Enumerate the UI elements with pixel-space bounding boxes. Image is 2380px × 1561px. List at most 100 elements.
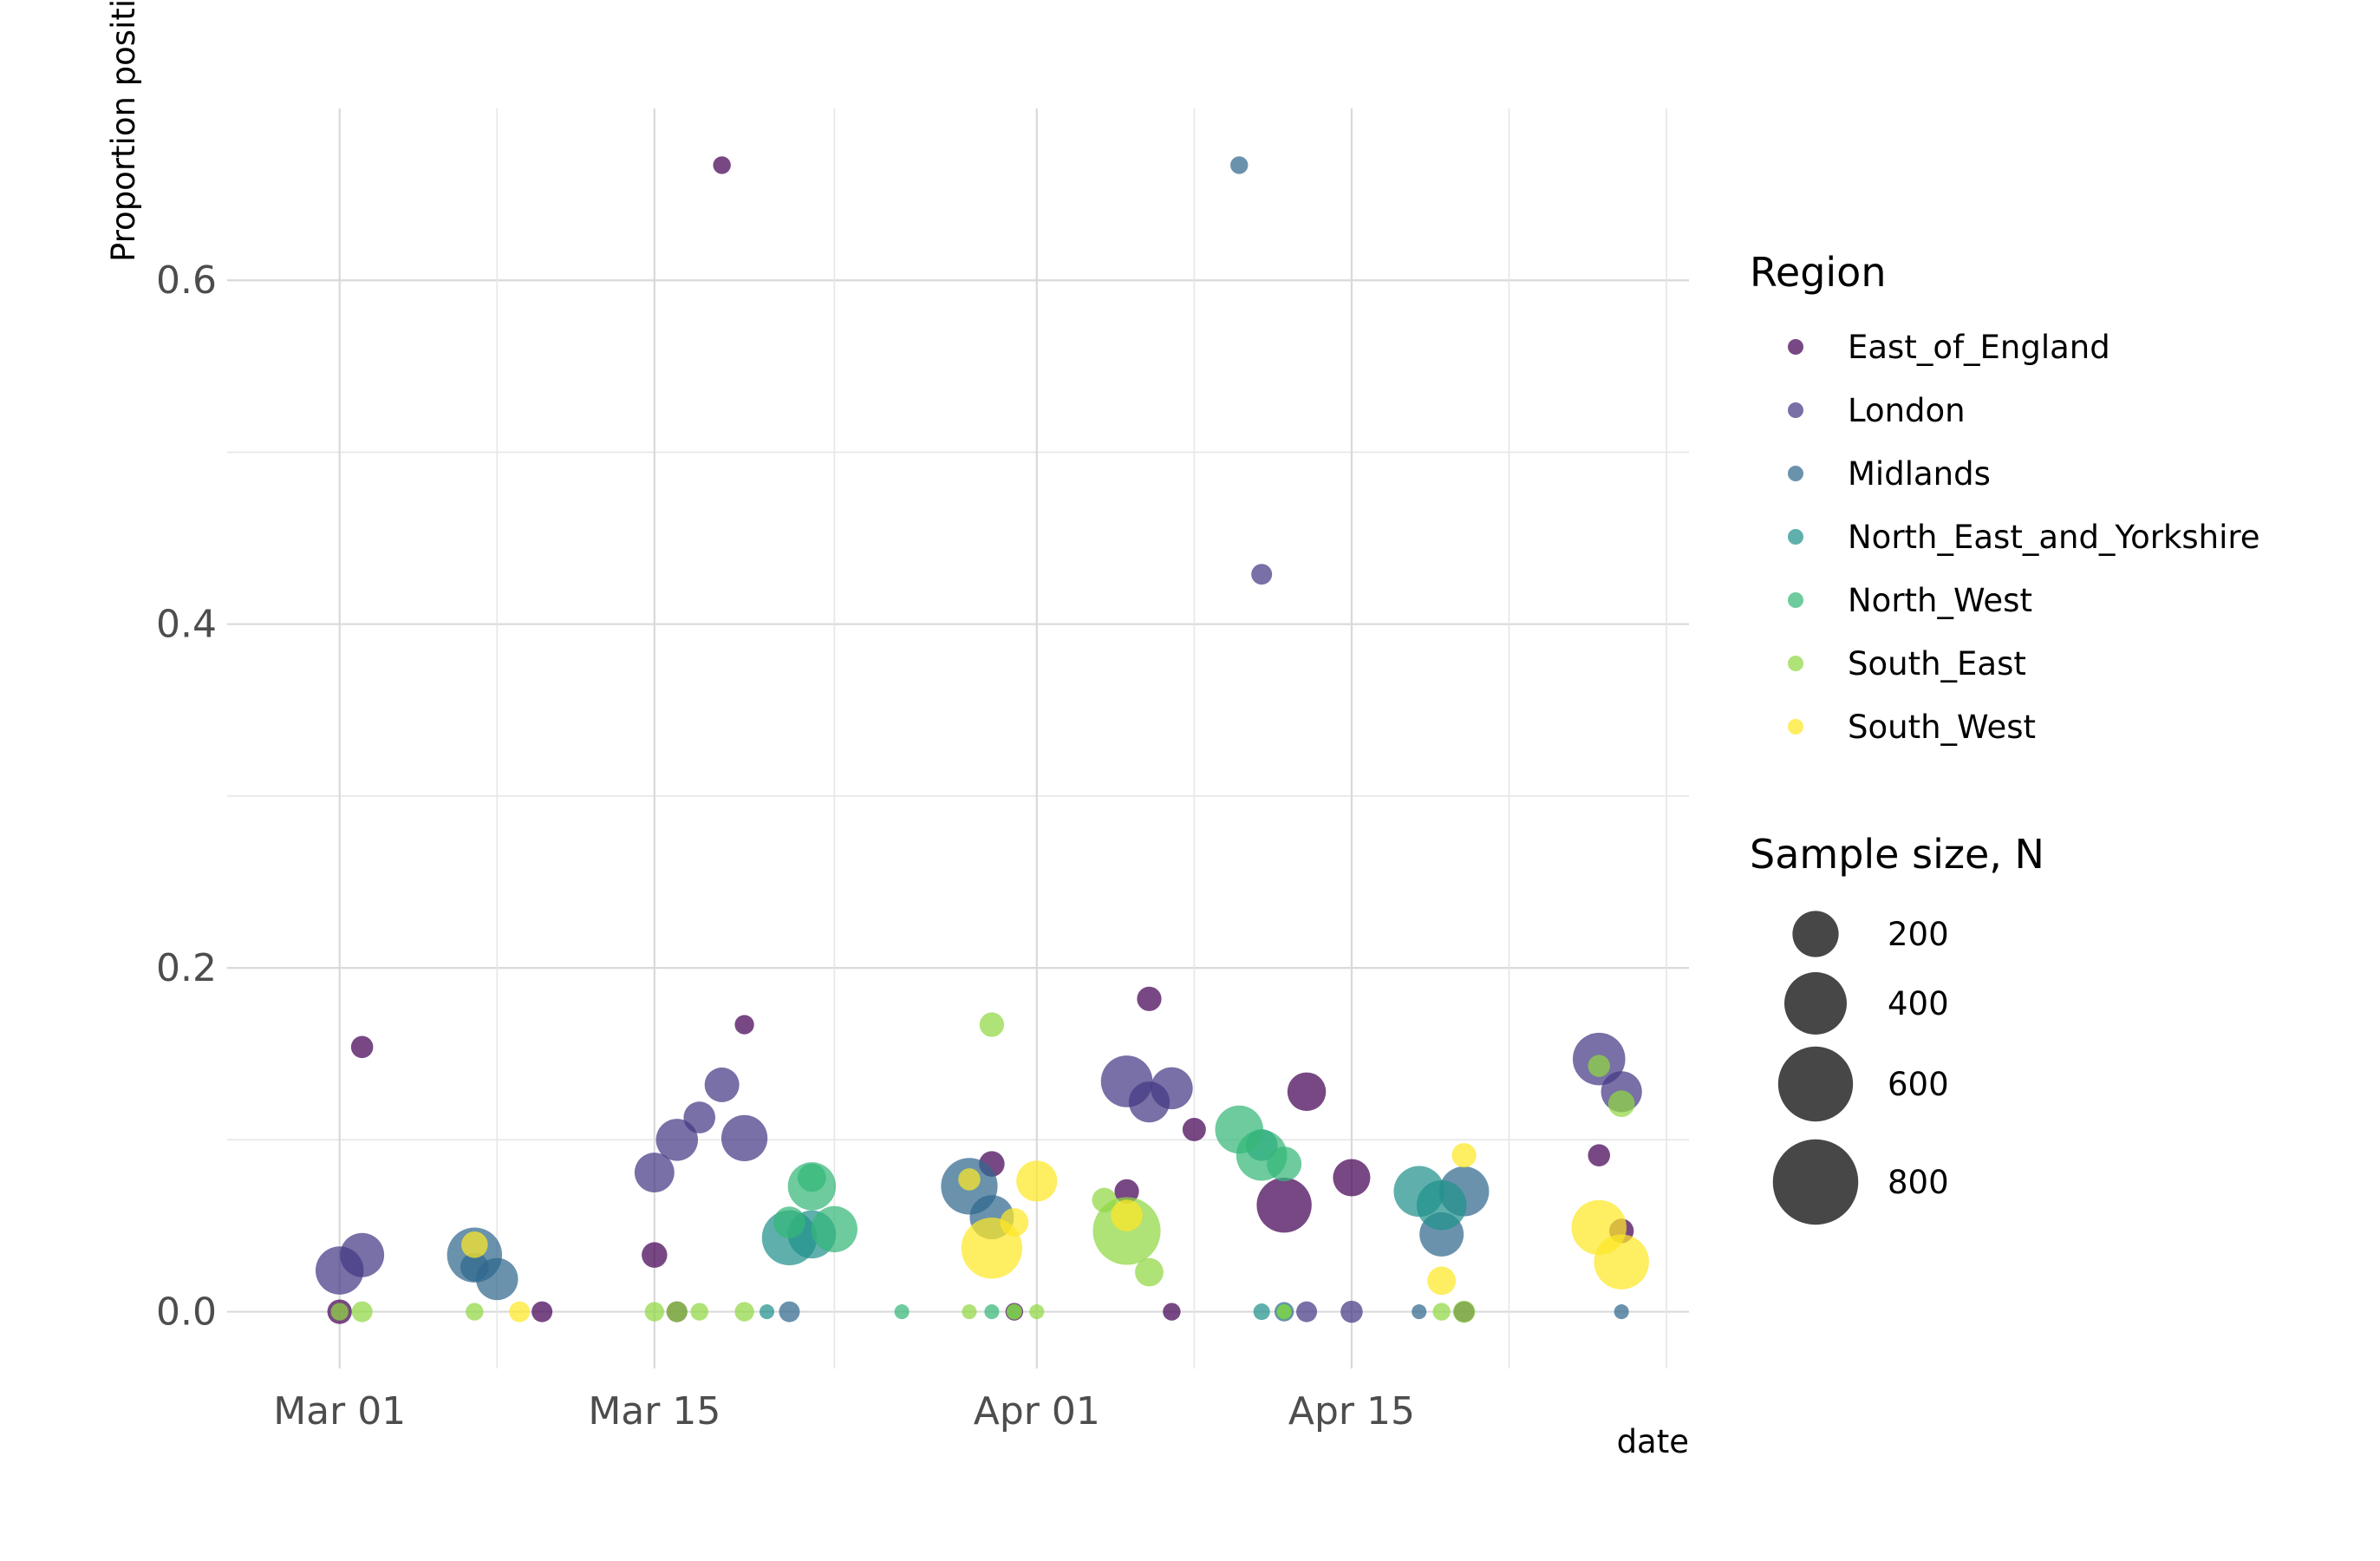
data-point	[779, 1301, 800, 1323]
data-point	[1016, 1160, 1058, 1202]
data-point	[773, 1206, 805, 1238]
y-tick-label: 0.4	[156, 603, 217, 647]
legend-label: Midlands	[1848, 455, 1991, 493]
data-point	[683, 1101, 716, 1133]
data-point	[350, 1035, 374, 1059]
data-point	[340, 1232, 385, 1277]
data-point	[894, 1304, 910, 1320]
data-point	[461, 1231, 488, 1258]
size-legend-key	[1772, 1139, 1859, 1225]
data-point	[690, 1303, 708, 1321]
data-point	[1256, 1177, 1312, 1233]
size-legend-key	[1792, 911, 1839, 957]
x-tick-label: Mar 01	[273, 1389, 406, 1434]
data-point	[984, 1304, 1000, 1320]
data-point	[642, 1242, 668, 1268]
data-point	[1276, 1304, 1292, 1320]
data-point	[1594, 1234, 1649, 1290]
series-North_West	[773, 1105, 1302, 1320]
data-point	[351, 1301, 373, 1323]
series-South_West	[461, 1143, 1649, 1323]
legend: Region East_of_England London Midlands Nort…	[1750, 249, 2260, 1225]
y-tick-label: 0.2	[156, 946, 217, 990]
legend-item-South_East: South_East	[1788, 645, 2026, 683]
size-legend-item: 600	[1777, 1046, 1949, 1122]
data-point	[1111, 1199, 1143, 1231]
y-tick-label: 0.6	[156, 258, 217, 303]
data-point	[759, 1304, 775, 1320]
data-point	[1000, 1208, 1029, 1237]
tick-labels: 0.0 0.2 0.4 0.6 Mar 01 Mar 15 Apr 01 Apr 15	[156, 258, 1415, 1434]
data-point	[644, 1302, 664, 1322]
size-legend-entries: 200 400 600 800	[1772, 911, 1949, 1225]
data-point	[1340, 1300, 1363, 1323]
series-Midlands	[447, 156, 1629, 1323]
legend-label: North_West	[1848, 582, 2032, 619]
data-point	[531, 1301, 553, 1323]
data-point	[1029, 1304, 1045, 1320]
legend-key-dot	[1788, 529, 1803, 545]
data-point	[1251, 564, 1273, 585]
data-point	[1416, 1179, 1467, 1231]
data-point	[721, 1114, 768, 1162]
legend-item-Midlands: Midlands	[1788, 455, 1991, 493]
data-point	[1182, 1117, 1206, 1141]
legend-label: South_West	[1848, 709, 2036, 746]
data-point	[1267, 1146, 1302, 1182]
data-point	[476, 1257, 518, 1301]
data-point	[1614, 1304, 1629, 1320]
data-point	[1287, 1072, 1327, 1112]
data-point	[798, 1163, 826, 1192]
legend-label: North_East_and_Yorkshire	[1848, 519, 2260, 556]
x-axis-title: date	[1617, 1423, 1689, 1460]
data-point	[1135, 1257, 1164, 1287]
data-point	[1230, 156, 1249, 174]
y-axis-title: Proportion positive	[105, 0, 142, 262]
data-point	[704, 1067, 740, 1102]
data-point	[1432, 1303, 1451, 1321]
data-point	[734, 1015, 754, 1035]
color-legend-entries: East_of_England London Midlands North_East_…	[1788, 329, 2260, 746]
size-legend-item: 200	[1792, 911, 1949, 957]
legend-item-London: London	[1788, 392, 1966, 429]
data-point	[1151, 1067, 1193, 1110]
data-point	[1296, 1301, 1318, 1323]
data-point	[958, 1168, 981, 1191]
legend-label: South_East	[1848, 645, 2026, 683]
data-point	[713, 156, 731, 174]
size-legend-label: 800	[1888, 1164, 1949, 1201]
legend-key-dot	[1788, 466, 1803, 481]
data-point	[655, 1119, 699, 1161]
y-tick-label: 0.0	[156, 1290, 217, 1335]
data-point	[1607, 1090, 1635, 1118]
data-point	[1253, 1303, 1270, 1321]
size-legend-key	[1784, 972, 1847, 1035]
legend-key-dot	[1788, 339, 1803, 355]
legend-key-dot	[1788, 719, 1803, 735]
size-legend-key	[1777, 1046, 1854, 1122]
x-tick-label: Apr 15	[1288, 1389, 1415, 1434]
x-tick-label: Apr 01	[974, 1389, 1100, 1434]
size-legend-item: 800	[1772, 1139, 1949, 1225]
data-point	[811, 1205, 857, 1253]
data-points	[315, 156, 1649, 1324]
data-point	[1452, 1300, 1476, 1323]
size-legend-label: 400	[1888, 985, 1949, 1022]
legend-item-North_East_and_Yorkshire: North_East_and_Yorkshire	[1788, 519, 2260, 556]
x-tick-label: Mar 15	[588, 1389, 721, 1434]
data-point	[1451, 1143, 1477, 1168]
size-legend-item: 400	[1784, 972, 1949, 1035]
data-point	[666, 1301, 688, 1323]
data-point	[1006, 1303, 1022, 1320]
data-point	[1333, 1159, 1371, 1197]
legend-item-North_West: North_West	[1788, 582, 2032, 619]
data-point	[1427, 1266, 1457, 1296]
data-point	[979, 1012, 1005, 1037]
legend-label: East_of_England	[1848, 329, 2110, 366]
size-legend-label: 600	[1888, 1066, 1949, 1103]
color-legend-title: Region	[1750, 249, 1886, 296]
legend-key-dot	[1788, 592, 1803, 608]
legend-key-dot	[1788, 402, 1803, 418]
legend-label: London	[1848, 392, 1966, 429]
